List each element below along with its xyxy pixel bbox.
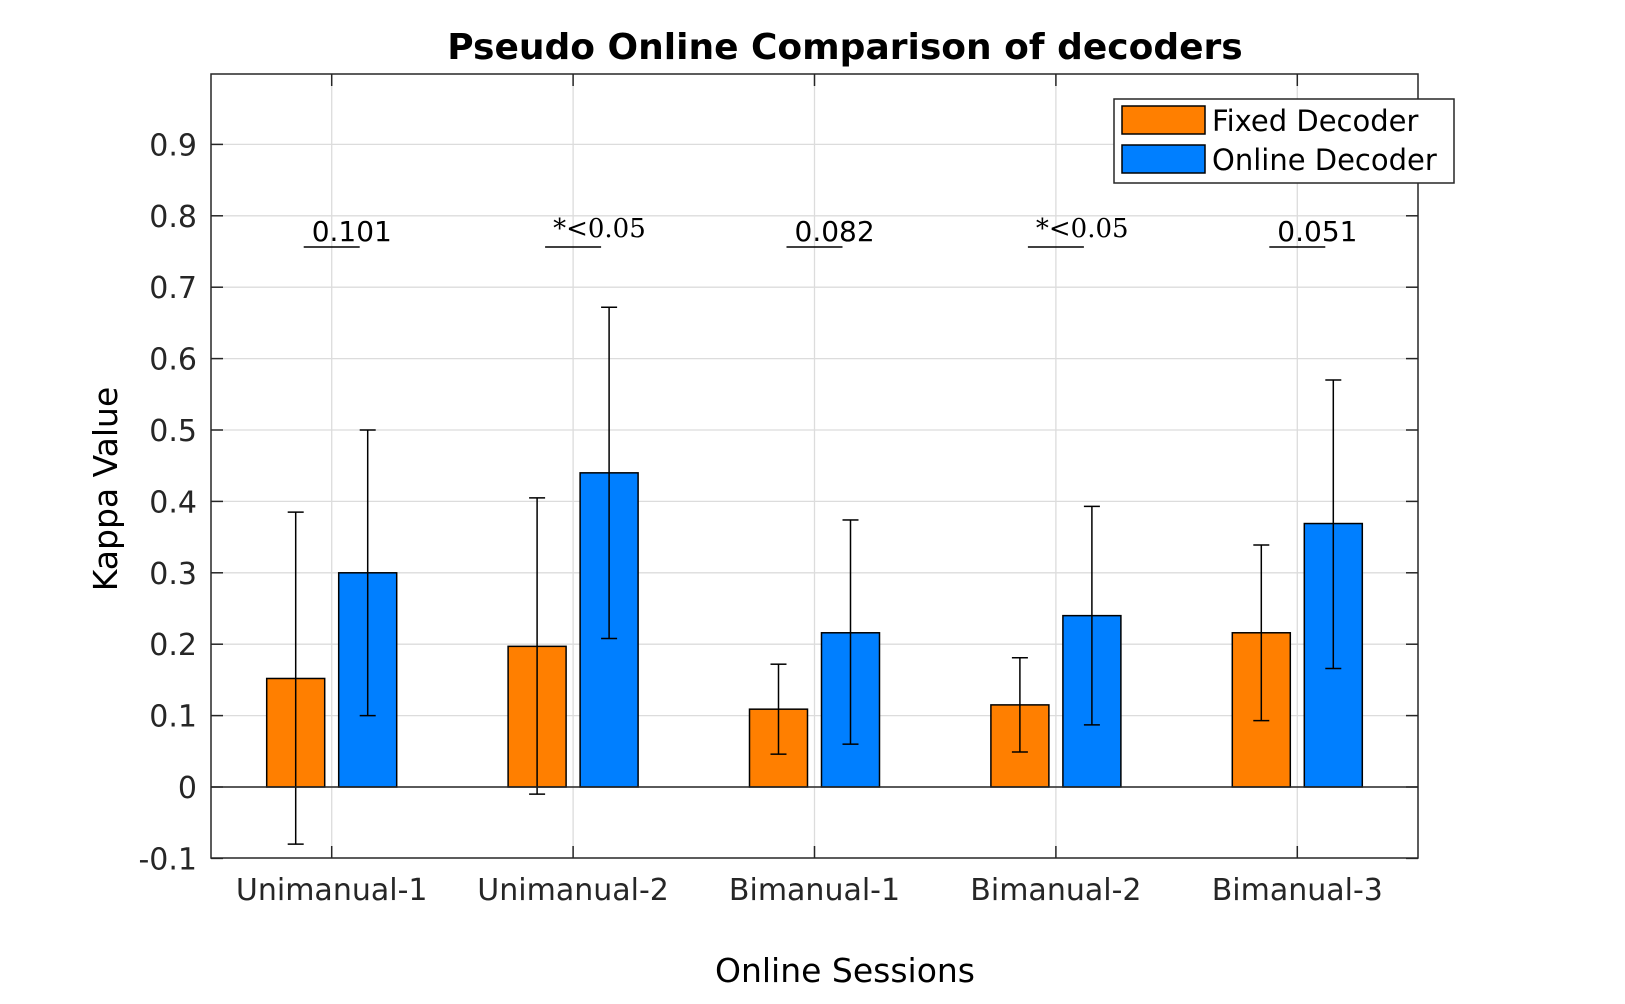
x-tick-label: Unimanual-1 (236, 873, 428, 908)
y-tick-label: 0.8 (149, 200, 197, 235)
x-tick-label: Bimanual-3 (1212, 873, 1383, 908)
legend-swatch-fixed (1121, 105, 1206, 135)
legend: Fixed Decoder Online Decoder (1113, 98, 1455, 184)
p-value-annotation: *<0.05 (553, 214, 646, 244)
x-tick-label: Bimanual-1 (729, 873, 900, 908)
p-value-annotation: 0.082 (795, 215, 875, 248)
error-bars (287, 306, 1342, 845)
significance-annotations: 0.101 *<0.05 0.082 *<0.05 0.051 (303, 214, 1357, 248)
p-value-annotation: 0.101 (312, 215, 392, 248)
plot-frame (210, 73, 1419, 859)
y-tick-label: 0.3 (149, 557, 197, 592)
y-tick-label: 0.7 (149, 271, 197, 306)
y-tick-label: 0.5 (149, 414, 197, 449)
y-tick-label: 0.9 (149, 128, 197, 163)
grid-lines (211, 74, 1418, 858)
axes: -0.1 0 0.1 0.2 0.3 0.4 0.5 0.6 0.7 0.8 0.9 Unimanua… (138, 73, 1419, 908)
y-tick-label: -0.1 (138, 842, 197, 877)
y-tick-label: 0.6 (149, 343, 197, 378)
x-tick-label: Unimanual-2 (477, 873, 669, 908)
p-value-annotation: *<0.05 (1036, 214, 1129, 244)
legend-label-fixed: Fixed Decoder (1212, 104, 1418, 138)
y-tick-label: 0.1 (149, 700, 197, 735)
chart-title: Pseudo Online Comparison of decoders (447, 27, 1242, 68)
y-tick-label: 0.2 (149, 628, 197, 663)
x-axis-label: Online Sessions (715, 951, 975, 990)
legend-swatch-online (1121, 144, 1206, 174)
x-tick-label: Bimanual-2 (970, 873, 1141, 908)
p-value-annotation: 0.051 (1277, 215, 1357, 248)
y-tick-label: 0 (178, 771, 197, 806)
y-axis-label: Kappa Value (86, 387, 125, 592)
legend-label-online: Online Decoder (1212, 143, 1437, 177)
y-tick-label: 0.4 (149, 485, 197, 520)
